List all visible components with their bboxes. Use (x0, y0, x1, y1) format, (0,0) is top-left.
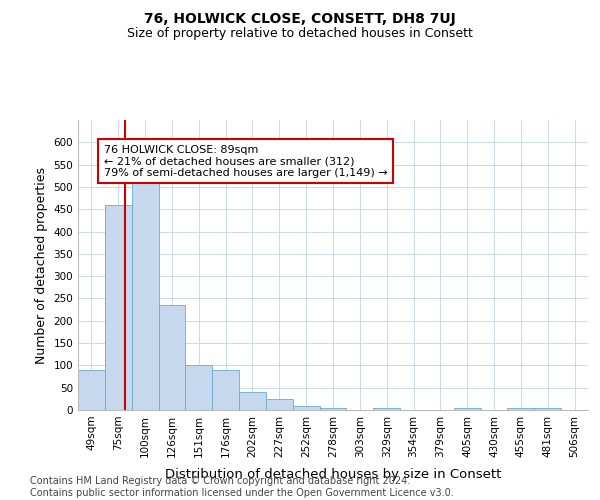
Y-axis label: Number of detached properties: Number of detached properties (35, 166, 48, 364)
Bar (293, 406, 320, 410)
Bar (185, 366, 212, 410)
Bar (508, 408, 535, 410)
Bar (320, 408, 346, 410)
Bar (158, 305, 185, 410)
Bar (535, 408, 561, 410)
Bar (454, 408, 481, 410)
Bar (78, 370, 105, 410)
Bar (373, 408, 400, 410)
Bar (588, 408, 600, 410)
Bar (131, 142, 158, 410)
Bar (105, 205, 131, 410)
Bar (239, 392, 266, 410)
Text: 76, HOLWICK CLOSE, CONSETT, DH8 7UJ: 76, HOLWICK CLOSE, CONSETT, DH8 7UJ (144, 12, 456, 26)
Text: Size of property relative to detached houses in Consett: Size of property relative to detached ho… (127, 28, 473, 40)
Text: Contains HM Land Registry data © Crown copyright and database right 2024.
Contai: Contains HM Land Registry data © Crown c… (30, 476, 454, 498)
Bar (212, 370, 239, 410)
X-axis label: Distribution of detached houses by size in Consett: Distribution of detached houses by size … (165, 468, 501, 481)
Bar (266, 399, 293, 410)
Text: 76 HOLWICK CLOSE: 89sqm
← 21% of detached houses are smaller (312)
79% of semi-d: 76 HOLWICK CLOSE: 89sqm ← 21% of detache… (104, 144, 387, 178)
